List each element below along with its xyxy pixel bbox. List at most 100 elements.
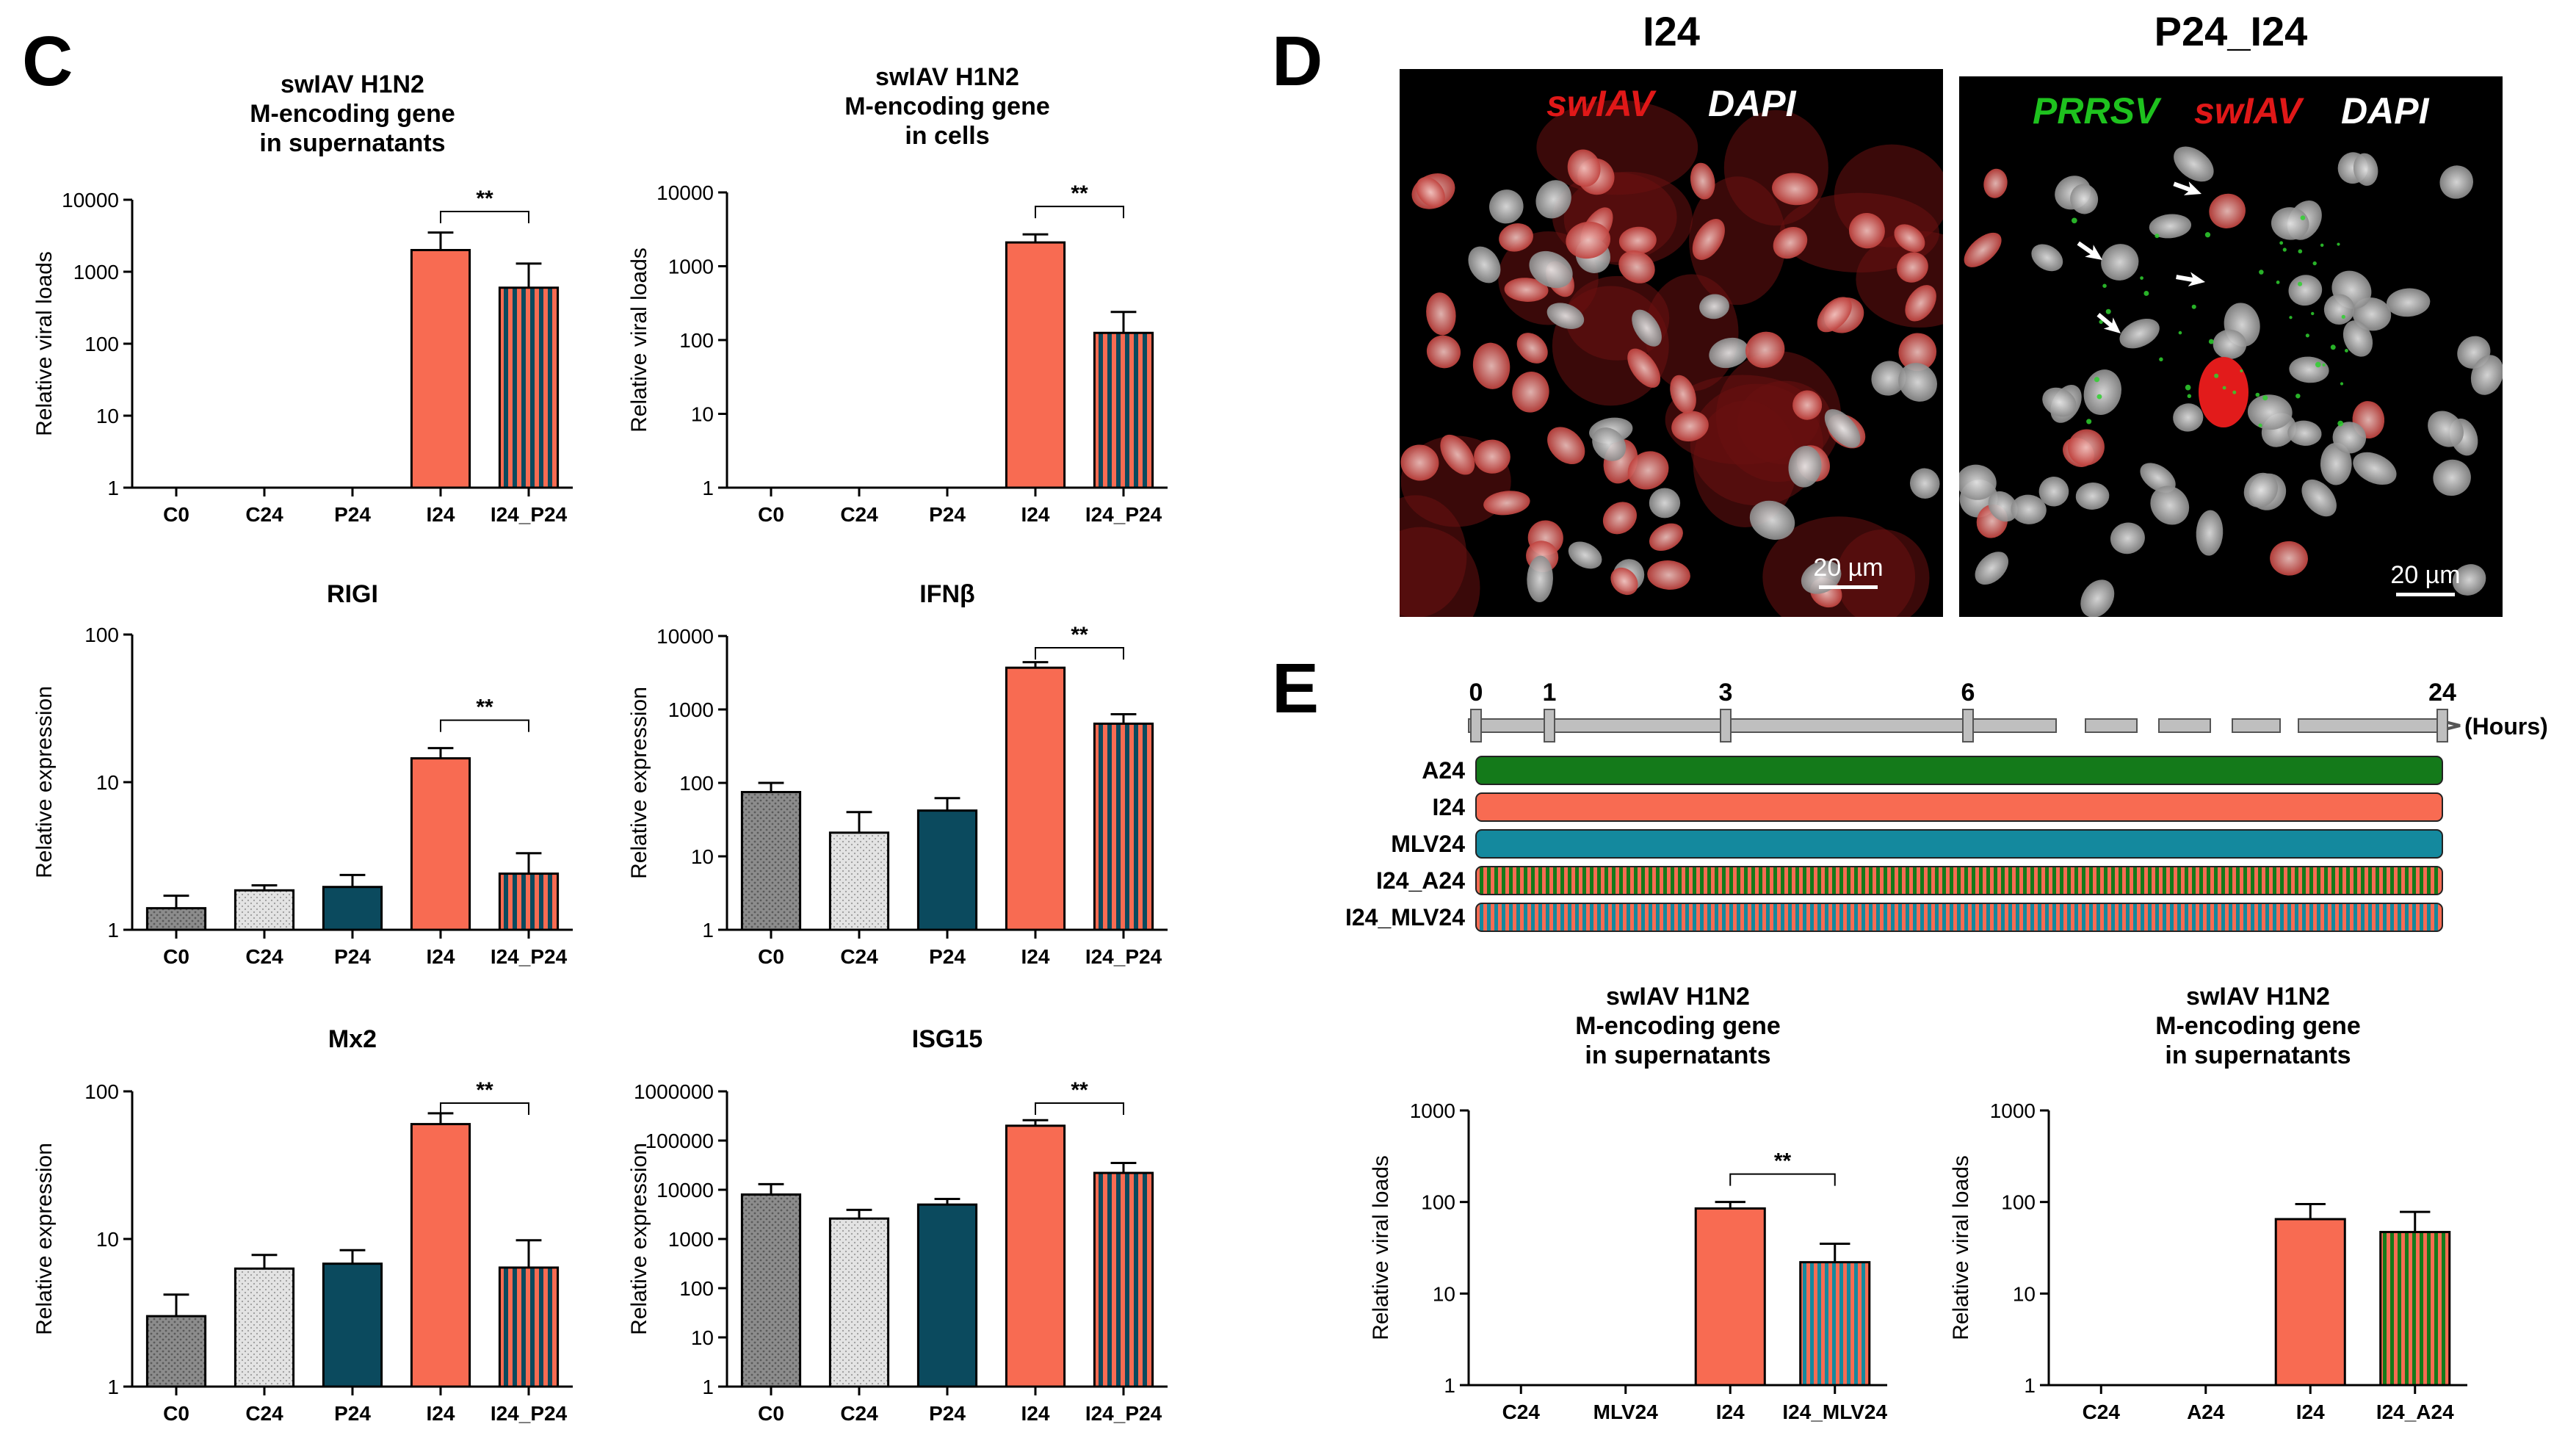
chart-ifnb: IFNβ Relative expression 1 10 100 1000 10000 C0…	[627, 580, 1168, 968]
nucleus	[2031, 244, 2063, 272]
nucleus	[1618, 226, 1657, 255]
nucleus	[1529, 250, 1573, 289]
bar-p24	[916, 1203, 978, 1388]
chart-title-line: M-encoding gene	[844, 93, 1050, 120]
timeline-tick-label: 0	[1469, 679, 1483, 707]
nucleus	[1988, 491, 2018, 522]
y-tick-label: 1000	[1990, 1099, 2036, 1122]
nucleus	[1489, 189, 1524, 224]
nucleus	[1692, 219, 1725, 260]
nucleus	[1546, 303, 1585, 329]
prrsv-signal	[2187, 394, 2192, 399]
nucleus	[1792, 390, 1823, 420]
y-tick-label: 1000	[668, 698, 714, 721]
prrsv-signal	[2240, 369, 2243, 373]
bar-c24	[828, 1217, 890, 1388]
prrsv-signal	[2154, 234, 2160, 239]
y-tick-label: 100	[679, 772, 714, 795]
micrograph-cells-i24	[1400, 100, 1943, 617]
nucleus	[1602, 502, 1637, 535]
y-tick-label: 1	[702, 1376, 714, 1398]
y-tick-label: 100	[1421, 1191, 1455, 1214]
prrsv-signal	[2340, 382, 2344, 386]
x-tick-label-i24: I24	[427, 503, 455, 526]
prrsv-signal	[2071, 217, 2077, 224]
prrsv-signal	[2297, 281, 2303, 286]
x-tick-label-c0: C0	[758, 1402, 784, 1425]
y-tick-label: 1000	[73, 261, 119, 283]
y-axis-label: Relative expression	[32, 1143, 57, 1335]
x-tick-label-a24: A24	[2187, 1401, 2225, 1423]
prrsv-signal	[2143, 290, 2149, 296]
nucleus	[1898, 333, 1937, 372]
nucleus	[1649, 488, 1681, 519]
prrsv-signal	[2320, 243, 2324, 248]
nucleus	[2042, 387, 2077, 417]
micrograph-i24: swIAV DAPI 20 µm	[1400, 69, 1943, 617]
timeline-tick-label: 3	[1719, 679, 1733, 707]
bar-i24	[1005, 241, 1066, 489]
x-tick-label-c24: C24	[840, 1402, 878, 1425]
nucleus	[2323, 294, 2355, 325]
bar-c0	[145, 907, 207, 931]
nucleus	[2320, 442, 2352, 485]
nucleus	[2101, 244, 2139, 281]
y-tick-label: 1	[702, 477, 714, 499]
chart-title-line: in supernatants	[259, 129, 445, 157]
chart-title-line: swIAV H1N2	[2186, 983, 2330, 1011]
y-tick-label: 1000	[668, 256, 714, 278]
nucleus	[1690, 162, 1715, 200]
x-tick-label-p24: P24	[334, 503, 371, 526]
nucleus	[2209, 193, 2246, 228]
prrsv-signal	[2185, 384, 2191, 391]
significance-label: **	[1071, 623, 1088, 647]
x-tick-label-i24: I24	[427, 1402, 455, 1425]
nucleus	[1527, 555, 1553, 602]
timeline-row-label: MLV24	[1391, 831, 1465, 857]
prrsv-signal	[2214, 373, 2219, 378]
micrograph-title-p24-i24: P24_I24	[2154, 8, 2308, 54]
significance-label: **	[476, 187, 493, 211]
nucleus	[1964, 232, 2002, 267]
micrograph-title-i24: I24	[1643, 8, 1700, 54]
chart-title-line: swIAV H1N2	[875, 66, 1019, 91]
bar-c24	[234, 1267, 295, 1388]
x-tick-label-c0: C0	[758, 945, 784, 968]
bar-p24	[322, 1262, 383, 1388]
x-tick-label-mlv24: MLV24	[1593, 1401, 1659, 1423]
nucleus	[1512, 371, 1549, 413]
y-tick-label: 10	[2013, 1282, 2036, 1305]
timeline-axis-segment	[2085, 718, 2138, 733]
nucleus	[2433, 459, 2471, 496]
scalebar-line	[2396, 593, 2455, 596]
nucleus	[1699, 294, 1730, 319]
nucleus	[1909, 468, 1940, 499]
nucleus	[1709, 337, 1749, 369]
y-axis-label: Relative viral loads	[1369, 1155, 1393, 1340]
panel-letter-e: E	[1272, 649, 1320, 728]
y-tick-label: 100	[84, 624, 119, 646]
y-axis-label: Relative expression	[627, 687, 651, 879]
y-tick-label: 10	[96, 1228, 119, 1251]
y-tick-label: 10	[691, 1326, 714, 1349]
chart-title-line: swIAV H1N2	[1606, 983, 1750, 1011]
nucleus	[1749, 500, 1795, 541]
prrsv-signal	[2099, 319, 2103, 325]
timeline-axis-segment	[2298, 718, 2443, 733]
chart-mx2: Mx2 Relative expression 1 10 100 C0 C24 P24 I24 I…	[32, 1025, 573, 1425]
x-tick-label-i24: I24	[2296, 1401, 2325, 1423]
y-tick-label: 100	[84, 333, 119, 355]
x-tick-label-p24: P24	[929, 945, 966, 968]
arrow-icon	[2077, 241, 2102, 260]
timeline-bar-i24	[1475, 792, 2443, 822]
nucleus	[1483, 491, 1530, 516]
timeline-row-label: A24	[1422, 757, 1465, 784]
y-axis-label: Relative expression	[627, 1143, 651, 1335]
nucleus	[2470, 355, 2503, 395]
nucleus	[1788, 446, 1822, 488]
significance-bracket	[440, 719, 529, 732]
nucleus	[1472, 342, 1510, 389]
bar-i24	[410, 757, 471, 931]
nucleus	[1670, 375, 1696, 413]
